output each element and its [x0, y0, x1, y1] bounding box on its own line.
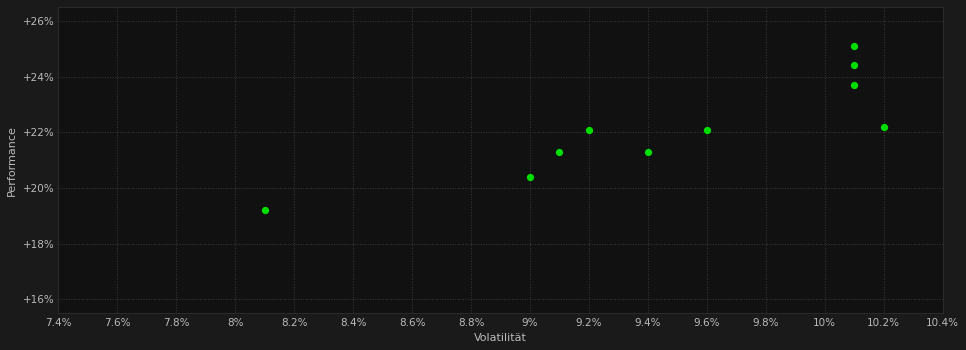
Point [640, 149, 656, 155]
Point [846, 82, 862, 88]
X-axis label: Volatilität: Volatilität [474, 333, 526, 343]
Point [552, 149, 567, 155]
Point [846, 63, 862, 68]
Point [523, 174, 538, 180]
Point [846, 43, 862, 49]
Y-axis label: Performance: Performance [7, 125, 17, 196]
Point [699, 127, 715, 132]
Point [876, 124, 892, 130]
Point [582, 127, 597, 132]
Point [257, 208, 272, 213]
